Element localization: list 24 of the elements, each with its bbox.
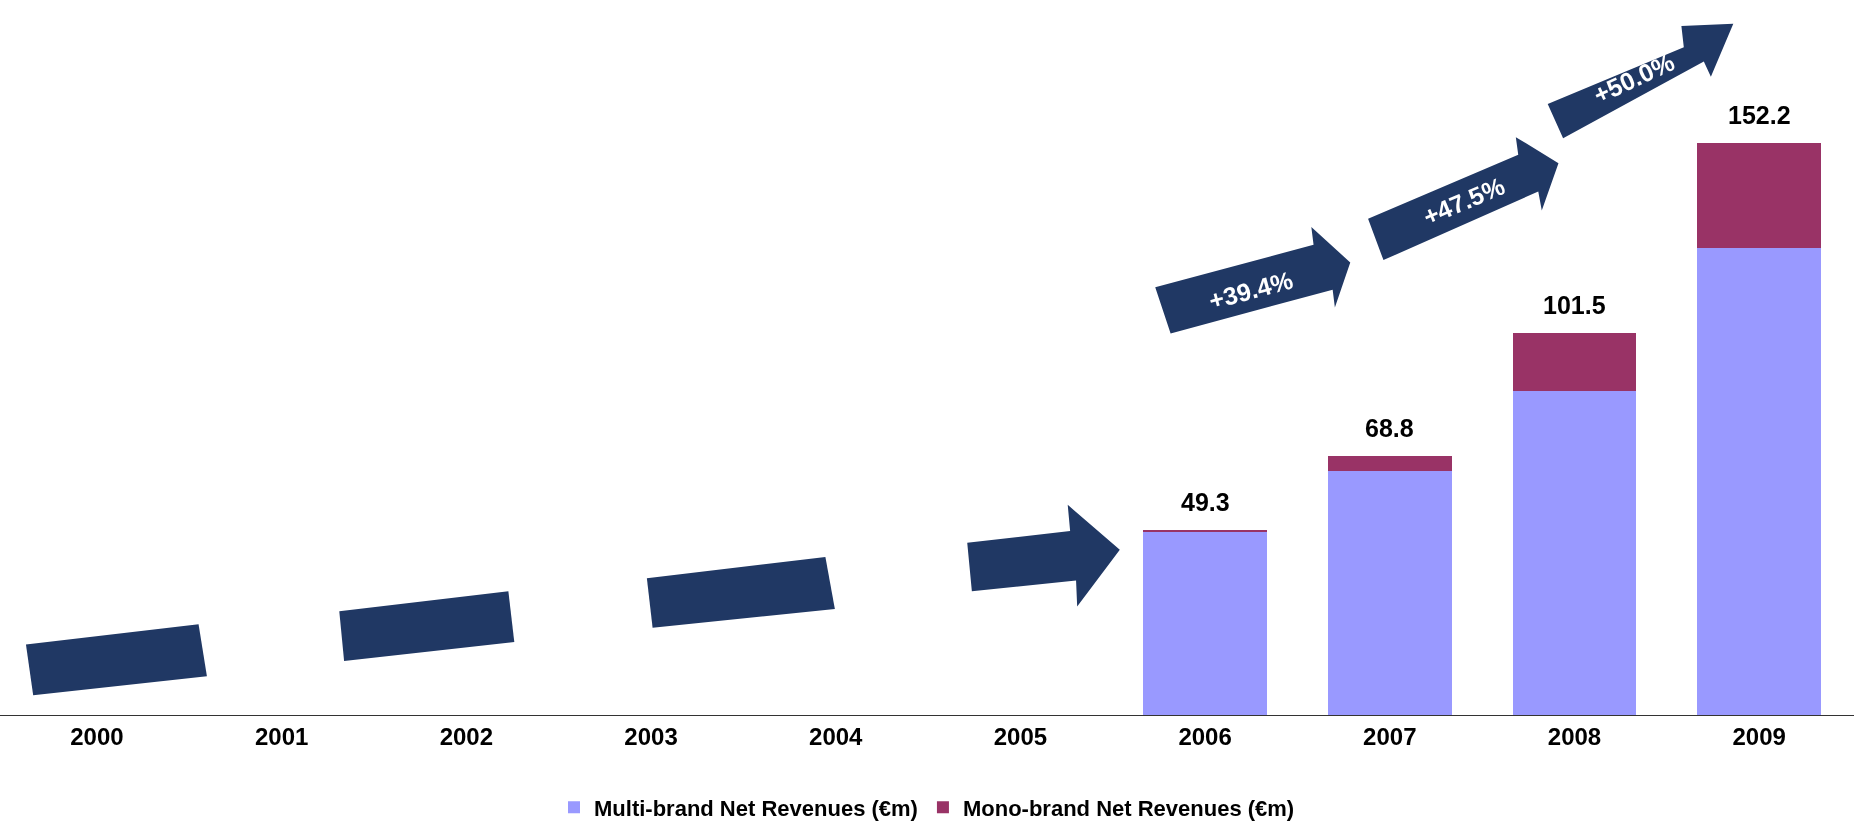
bar	[1512, 333, 1637, 392]
annotation: 49.3	[1181, 488, 1230, 516]
bar	[1327, 471, 1452, 715]
x-tick-label: 2003	[624, 722, 678, 750]
x-tick-label: 2007	[1363, 722, 1417, 750]
legend-label: Mono-brand Net Revenues (€m)	[962, 795, 1295, 821]
bar	[1697, 143, 1822, 249]
x-tick-label: 2001	[254, 722, 309, 750]
x-tick-label: 2000	[70, 722, 124, 750]
x-tick-label: 2006	[1178, 722, 1232, 750]
x-tick-label: 2009	[1732, 722, 1786, 750]
x-tick-label: 2004	[809, 722, 864, 750]
bar	[1697, 248, 1822, 715]
annotation: 152.2	[1728, 101, 1791, 129]
legend-label: Multi-brand Net Revenues (€m)	[594, 795, 918, 821]
annotation: +39.4%	[1205, 265, 1296, 315]
bar	[1327, 456, 1452, 472]
bar	[1512, 391, 1637, 715]
annotation: 68.8	[1365, 414, 1414, 442]
x-tick-label: 2005	[993, 722, 1048, 750]
x-tick-label: 2002	[439, 722, 494, 750]
bar	[1143, 531, 1267, 715]
annotation: 101.5	[1543, 291, 1606, 319]
x-tick-label: 2008	[1547, 722, 1602, 750]
